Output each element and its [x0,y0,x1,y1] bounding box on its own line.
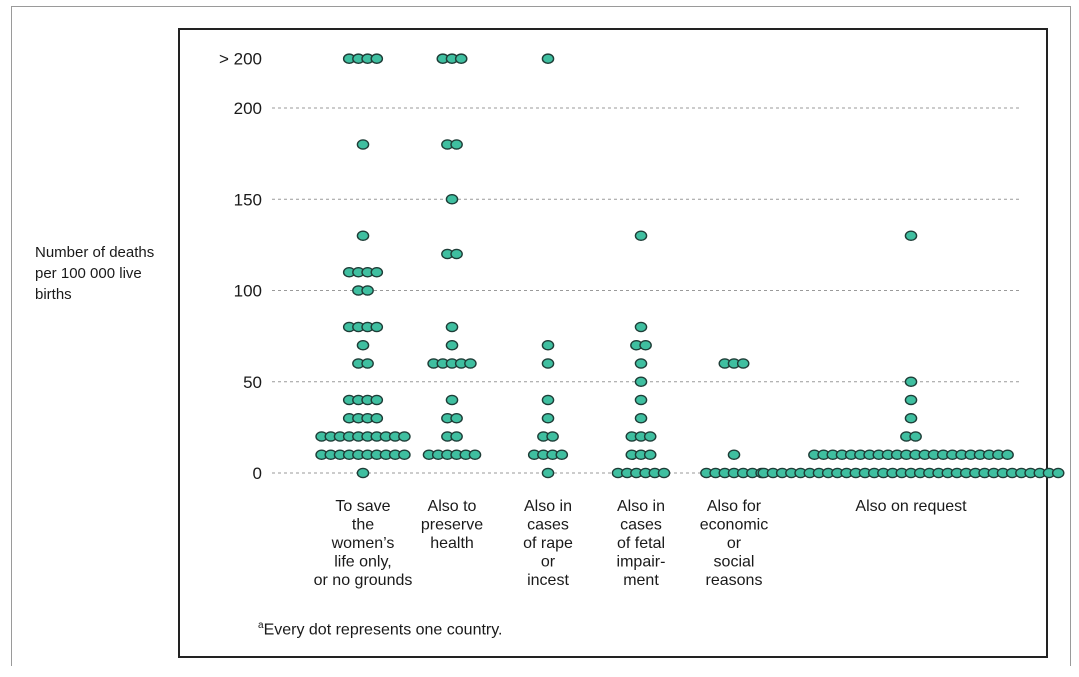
data-point [639,339,652,351]
category-label: incest [527,572,569,589]
data-point [356,139,370,150]
category-label: or no grounds [314,572,413,589]
data-point [450,248,463,260]
category-label: Also on request [855,498,967,515]
data-point [909,431,922,442]
chart-plot-frame [178,28,1048,658]
data-point [370,53,384,65]
footnote-marker: a [258,620,264,631]
footnote-text: Every dot represents one country. [263,621,503,639]
data-point [657,467,671,479]
data-point [468,449,482,461]
y-tick-label: 150 [234,190,262,209]
data-point [398,431,411,442]
category-label: To save [335,498,390,515]
category-label: of rape [523,535,573,552]
data-point [541,53,555,65]
data-point [727,449,741,461]
data-point [450,139,463,150]
data-point [1051,467,1065,479]
category-label: preserve [421,517,483,534]
y-axis-label: Number of deaths per 100 000 live births [35,244,155,303]
category-label: cases [620,517,662,534]
category-label: health [430,535,474,552]
data-point [356,230,370,242]
category-label: Also to [428,498,477,515]
data-point [370,394,384,406]
data-point [445,193,459,205]
y-tick-label: 200 [234,99,262,118]
data-point [398,449,411,461]
data-point [736,358,750,369]
category-label: Also in [524,498,572,515]
figure-frame [11,6,1071,666]
data-point [541,394,555,406]
data-point [1001,449,1014,461]
y-tick-label: 50 [243,373,262,392]
data-point [370,412,384,424]
data-point [904,230,918,242]
data-point [643,449,657,461]
data-point [464,358,477,369]
data-point [634,230,648,242]
y-tick-label: 100 [234,282,262,301]
y-tick-label: > 200 [219,50,262,69]
data-point [634,321,648,333]
data-point [356,467,370,479]
data-point [634,412,648,424]
data-point [541,339,555,351]
category-label: of fetal [617,535,665,552]
data-point [361,358,374,369]
data-point [555,449,569,461]
category-label: or [727,535,742,552]
data-point [904,412,918,424]
category-label: economic [700,517,768,534]
data-point [541,412,555,424]
data-point [361,285,374,296]
category-label: or [541,554,556,571]
y-tick-label: 0 [253,464,262,483]
data-point [634,358,648,369]
data-point [445,339,459,351]
data-point [904,376,918,388]
category-label: social [714,554,755,571]
chart-footnote: aEvery dot represents one country. [258,620,503,639]
data-point [445,394,459,406]
category-label: the [352,517,374,534]
data-point [634,394,648,406]
data-point [634,376,648,388]
category-label: Also in [617,498,665,515]
data-point [450,431,463,442]
data-point [454,53,468,65]
data-point [450,412,463,424]
data-point [370,266,384,278]
category-label: Also for [707,498,762,515]
data-point [904,394,918,406]
category-label: life only, [334,554,392,571]
data-point [541,467,555,479]
category-label: women’s [331,535,395,552]
category-label: cases [527,517,569,534]
data-point [356,339,370,351]
data-point [541,358,555,369]
data-point [546,431,559,442]
data-point [445,321,459,333]
data-point [370,321,384,333]
category-label: ment [623,572,659,589]
category-label: reasons [706,572,763,589]
category-label: impair- [617,554,666,571]
data-point [643,431,657,442]
